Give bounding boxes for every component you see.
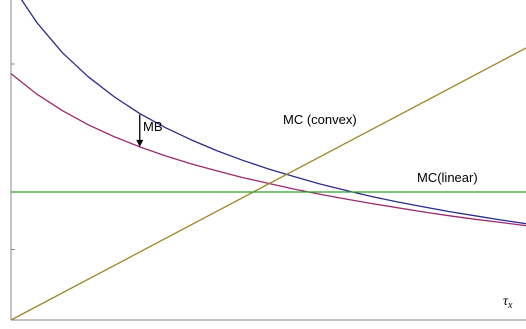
- x-axis-label-subscript: x: [507, 300, 513, 311]
- annotations: MB MC (convex) MC(linear) τx: [136, 112, 513, 311]
- x-axis-label-main: τ: [503, 294, 509, 309]
- mc-convex-label: MC (convex): [283, 112, 357, 127]
- mb-label: MB: [143, 119, 163, 134]
- series-line-mc_convex: [10, 47, 526, 321]
- series-line-mb_upper: [20, 0, 526, 225]
- mb-arrow-head: [136, 139, 144, 147]
- series-layer: [10, 0, 526, 321]
- mc-linear-label: MC(linear): [417, 170, 478, 185]
- series-line-mb_lower: [10, 73, 526, 227]
- y-ticks: [11, 63, 15, 251]
- x-axis-label: τx: [503, 294, 513, 311]
- axes: [10, 0, 526, 321]
